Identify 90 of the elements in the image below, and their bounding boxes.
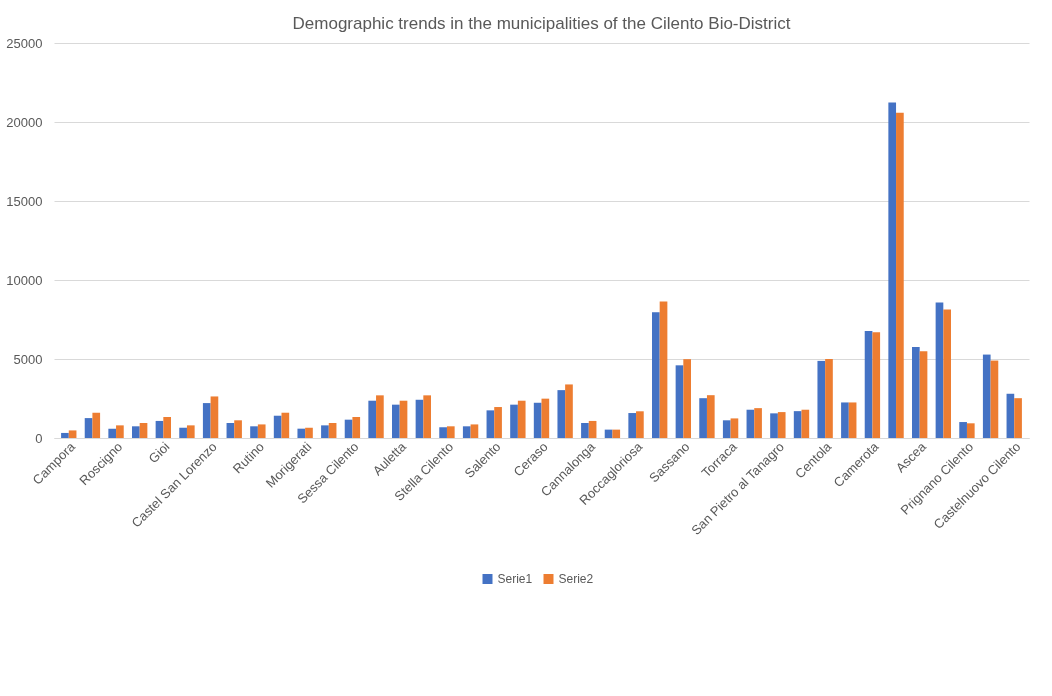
bar (848, 402, 857, 438)
y-tick-label: 10000 (6, 272, 43, 288)
y-tick-label: 20000 (6, 114, 43, 130)
bar (770, 413, 778, 438)
bar (982, 354, 991, 438)
bar (841, 402, 849, 438)
bar (92, 412, 101, 438)
bar (132, 426, 140, 438)
bar (494, 407, 502, 438)
bar (919, 351, 928, 438)
bar (139, 422, 148, 438)
bar (966, 423, 975, 438)
bar (281, 412, 290, 438)
bar (935, 302, 944, 438)
bar (423, 395, 431, 438)
bar (470, 424, 479, 438)
bar (872, 332, 881, 438)
bar (817, 360, 826, 438)
bar (328, 422, 337, 438)
bar (116, 425, 124, 438)
bar (273, 415, 282, 438)
bar (912, 346, 920, 438)
bar (628, 413, 637, 438)
y-tick-label: 5000 (13, 351, 43, 367)
y-tick-label: 0 (35, 430, 43, 446)
bar (250, 426, 258, 438)
bar (399, 400, 408, 438)
legend-label: Serie2 (558, 572, 594, 586)
bar (565, 384, 573, 438)
bar (722, 420, 731, 438)
bar (581, 422, 589, 438)
bar (462, 426, 471, 438)
bar (510, 404, 518, 438)
bar (659, 301, 668, 438)
bar (179, 427, 187, 438)
bar (155, 420, 164, 438)
bar (234, 420, 242, 438)
bar (1014, 398, 1022, 438)
bar (557, 390, 566, 438)
legend-label: Serie1 (497, 572, 533, 586)
bar (943, 309, 951, 438)
bar (793, 411, 802, 438)
chart-title: Demographic trends in the municipalities of the Cilento Bio-District (292, 14, 791, 33)
bar (541, 398, 550, 438)
bar (61, 432, 69, 438)
bar (730, 418, 739, 438)
bar (533, 402, 542, 438)
bar (612, 429, 621, 438)
bar (706, 395, 715, 438)
bar (446, 426, 455, 438)
bar (517, 400, 526, 438)
bar (84, 418, 93, 438)
bar (990, 360, 999, 438)
bar (959, 422, 967, 438)
bar (1006, 393, 1015, 438)
bar (202, 403, 211, 438)
bar (321, 425, 329, 438)
bar (777, 412, 786, 438)
bar (588, 420, 597, 438)
bar (699, 398, 707, 438)
bar (108, 428, 117, 438)
bar (675, 365, 684, 438)
bar (297, 428, 306, 438)
bar (746, 409, 755, 438)
bar (825, 359, 833, 438)
bar (636, 411, 644, 438)
bar (864, 331, 873, 438)
bar (683, 359, 691, 438)
bar (186, 425, 195, 438)
bar (305, 427, 313, 438)
bar (376, 395, 384, 438)
bar (163, 416, 171, 438)
y-tick-label: 25000 (6, 35, 43, 51)
x-tick-label: Gioi (145, 439, 173, 467)
bar (754, 408, 762, 438)
bar (352, 416, 361, 438)
bar (415, 399, 424, 438)
bar (210, 396, 219, 438)
bar (888, 102, 897, 438)
bar (439, 427, 447, 438)
bar (486, 410, 495, 438)
bar (801, 409, 810, 438)
bar (226, 422, 235, 438)
bar (896, 112, 904, 438)
bar (68, 430, 77, 438)
bar (652, 312, 660, 438)
y-tick-label: 15000 (6, 193, 43, 209)
bar (257, 424, 266, 438)
bar (368, 400, 377, 438)
bar (392, 404, 400, 438)
